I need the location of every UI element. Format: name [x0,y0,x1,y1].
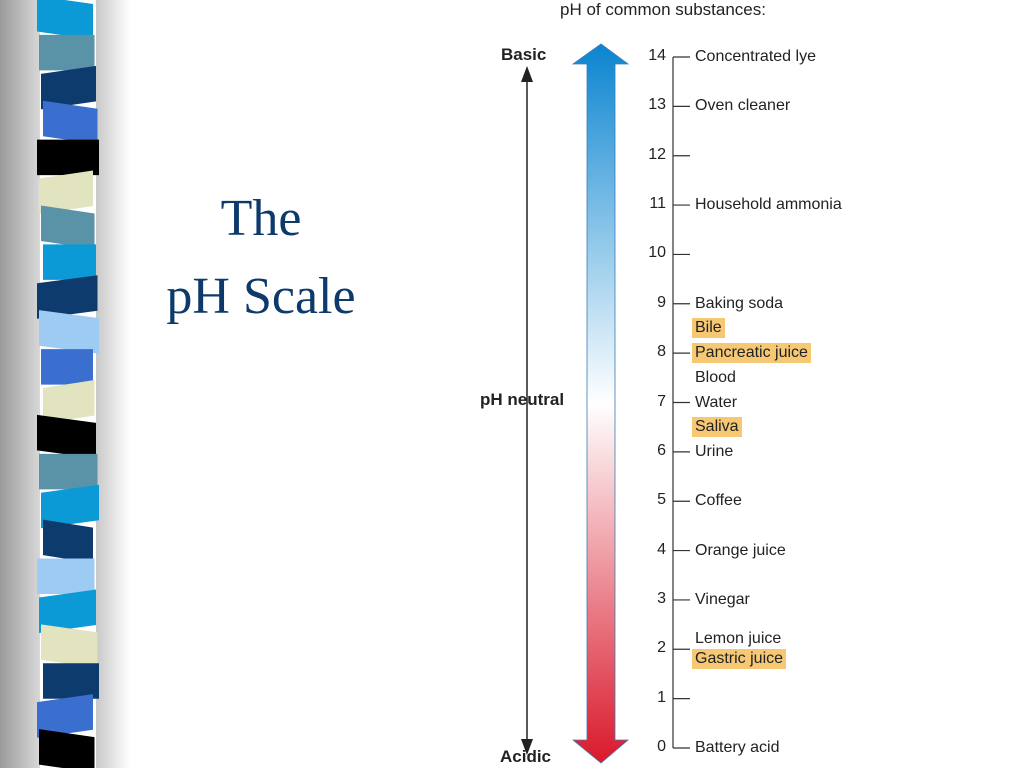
highlighted-substance-label: Pancreatic juice [692,343,811,364]
highlighted-substance-label: Gastric juice [692,649,787,670]
highlighted-substance-label: Bile [692,318,725,339]
decorative-stripe [43,380,95,424]
ph-tick-label: 14 [648,47,666,64]
ph-tick-label: 1 [657,688,666,706]
decorative-stripe [43,244,96,280]
decorative-stripe [39,34,95,71]
up-arrowhead-icon [521,66,533,82]
slide-title-line-1: The [220,190,302,247]
substance-label: Household ammonia [695,196,842,214]
ph-tick-label: 7 [657,392,666,410]
decorative-stripe [41,65,96,110]
slide-title-line-2: pH Scale [166,268,356,325]
down-arrowhead-icon [521,739,533,755]
substance-label: Coffee [695,492,742,510]
substance-label: Battery acid [695,739,780,756]
decorative-stripe-band [0,0,130,768]
slide-title: The pH Scale [130,180,392,336]
decorative-stripe [41,624,98,668]
decorative-stripe [39,729,95,768]
ph-tick-label: 0 [657,738,666,755]
decorative-stripe [39,170,93,215]
basic-label: Basic [501,45,547,64]
decorative-stripe [39,310,99,354]
substance-label: Orange juice [695,541,786,559]
decorative-stripe [37,0,93,40]
decorative-stripe [43,519,93,564]
substance-label: Baking soda [695,294,784,312]
ph-tick-label: 11 [649,195,666,213]
ph-neutral-label: pH neutral [480,390,565,409]
substance-label: Urine [695,442,734,460]
decorative-stripe [43,100,98,145]
decorative-stripe [37,275,98,319]
decorative-stripe [39,589,96,633]
ph-gradient-arrow [571,43,630,764]
substance-label: Oven cleaner [695,97,791,115]
decorative-stripe [41,484,99,529]
substance-label: Blood [695,368,736,386]
decorative-stripe [37,139,99,176]
substance-label: Water [695,393,738,411]
decorative-stripe [43,663,99,699]
ph-tick-label: 4 [657,540,666,558]
ph-tick-label: 13 [648,96,666,114]
substance-label: Vinegar [695,590,750,608]
highlighted-substance-label: Saliva [692,417,742,438]
ph-tick-label: 8 [657,343,666,361]
ph-tick-label: 12 [648,145,666,163]
decorative-stripe [37,694,93,738]
decorative-stripe [41,349,93,385]
basic-acidic-double-arrow [521,66,533,755]
ph-tick-label: 6 [657,441,666,459]
ph-tick-label: 2 [657,639,666,657]
substance-label: Lemon juice [695,630,782,648]
ph-tick-label: 3 [657,589,666,607]
decorative-stripe [39,453,98,490]
ph-tick-label: 10 [648,244,666,262]
decorative-stripe [37,414,96,459]
decorative-stripe [37,558,95,595]
ph-tick-label: 5 [657,491,666,509]
acidic-label: Acidic [500,747,552,766]
ph-tick-label: 9 [657,293,666,311]
diagram-caption: pH of common substances: [560,0,766,19]
substance-label: Concentrated lye [695,48,816,65]
decorative-stripe [41,205,95,249]
